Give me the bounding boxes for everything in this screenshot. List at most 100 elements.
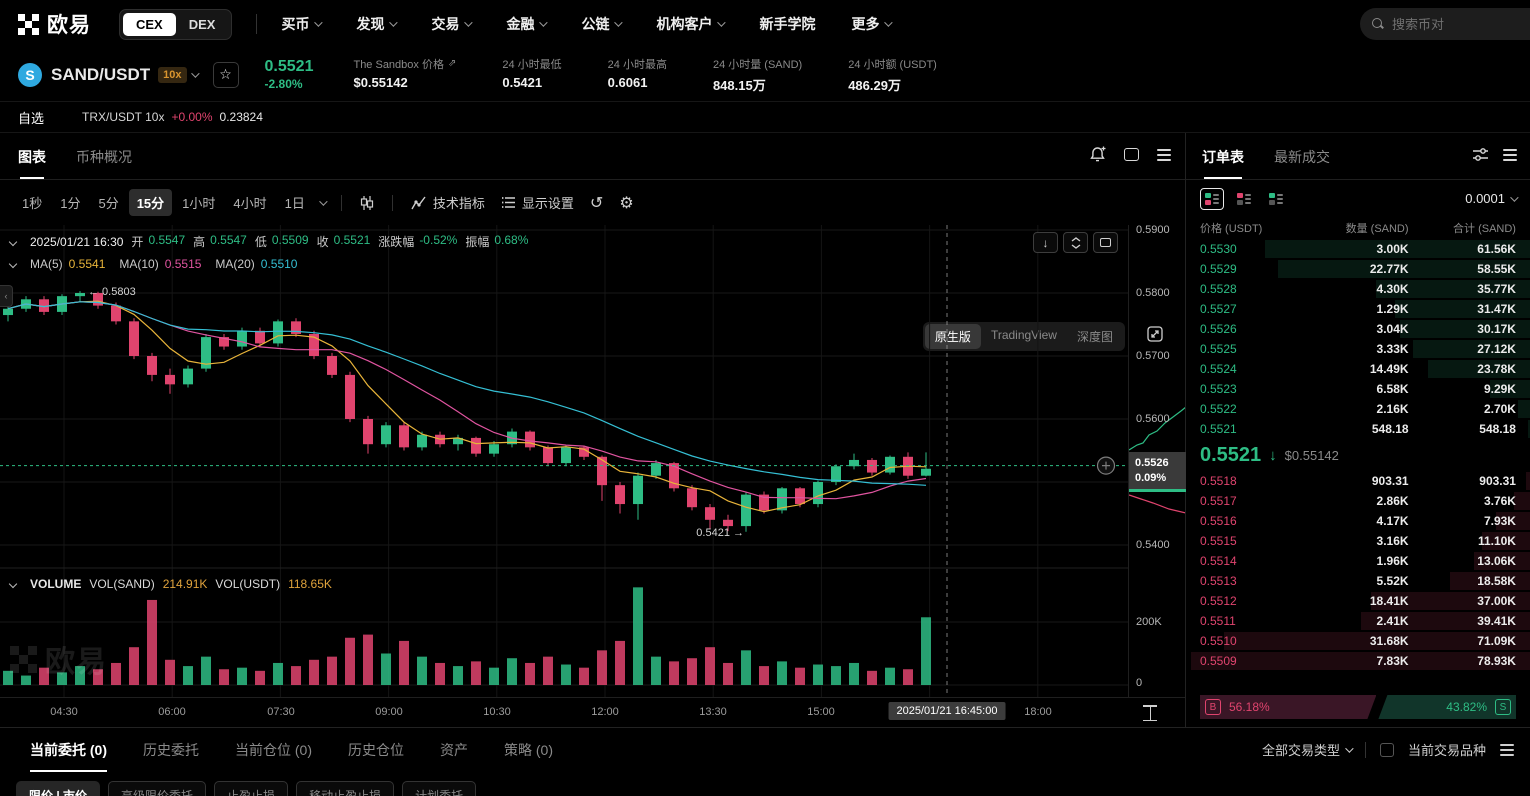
- bid-row[interactable]: 0.5510 31.68K 71.09K: [1186, 631, 1530, 651]
- maximize-icon[interactable]: [1124, 148, 1139, 161]
- timeframe-1日[interactable]: 1日: [284, 196, 305, 211]
- timeframe-1小时[interactable]: 1小时: [182, 196, 216, 211]
- bottom-tab-当前仓位 (0)[interactable]: 当前仓位 (0): [235, 742, 312, 758]
- search-input[interactable]: [1392, 16, 1522, 32]
- collapse-chevron-icon[interactable]: [8, 259, 18, 269]
- scroll-down-icon[interactable]: ↓: [1033, 232, 1058, 253]
- ask-row[interactable]: 0.5528 4.30K 35.77K: [1186, 279, 1530, 299]
- timeframe-1秒[interactable]: 1秒: [22, 196, 43, 211]
- order-price: 0.5515: [1200, 534, 1237, 548]
- measure-icon[interactable]: [1143, 705, 1157, 721]
- nav-item-6[interactable]: 新手学院: [759, 14, 815, 34]
- bid-row[interactable]: 0.5516 4.17K 7.93K: [1186, 511, 1530, 531]
- collapse-pane-icon[interactable]: [1063, 232, 1088, 253]
- ask-row[interactable]: 0.5523 6.58K 9.29K: [1186, 379, 1530, 399]
- ask-row[interactable]: 0.5527 1.29K 31.47K: [1186, 299, 1530, 319]
- order-total: 30.17K: [1477, 322, 1516, 336]
- order-type-移动止盈止损[interactable]: 移动止盈止损: [296, 781, 395, 796]
- tab-图表[interactable]: 图表: [18, 147, 46, 179]
- bid-row[interactable]: 0.5515 3.16K 11.10K: [1186, 531, 1530, 551]
- search-box[interactable]: [1360, 8, 1530, 40]
- ask-row[interactable]: 0.5526 3.04K 30.17K: [1186, 319, 1530, 339]
- timeframe-chevron-down-icon[interactable]: [319, 196, 328, 206]
- ask-row[interactable]: 0.5529 22.77K 58.55K: [1186, 259, 1530, 279]
- bid-row[interactable]: 0.5512 18.41K 37.00K: [1186, 591, 1530, 611]
- ma-value: 0.5510: [260, 257, 298, 271]
- nav-item-3[interactable]: 金融: [506, 14, 549, 34]
- bid-row[interactable]: 0.5509 7.83K 78.93K: [1186, 651, 1530, 671]
- ohlc-readout: 2025/01/21 16:30 开 0.5547 高 0.5547 低 0.5509 收 0…: [8, 233, 528, 250]
- bid-row[interactable]: 0.5513 5.52K 18.58K: [1186, 571, 1530, 591]
- bottom-tab-历史委托[interactable]: 历史委托: [143, 742, 199, 758]
- chart-panel-menu-icon[interactable]: [1157, 148, 1171, 161]
- view-mode-TradingView[interactable]: TradingView: [990, 328, 1057, 342]
- order-type-高级限价委托[interactable]: 高级限价委托: [108, 781, 207, 796]
- nav-item-2[interactable]: 交易: [431, 14, 474, 34]
- book-layout-sell-icon[interactable]: [1232, 188, 1256, 210]
- ask-row[interactable]: 0.5524 14.49K 23.78K: [1186, 359, 1530, 379]
- bid-row[interactable]: 0.5511 2.41K 39.41K: [1186, 611, 1530, 631]
- tick-size-select[interactable]: 0.0001: [1465, 191, 1519, 206]
- bottom-tab-资产[interactable]: 资产: [440, 742, 468, 758]
- pair-chevron-down-icon[interactable]: [190, 68, 200, 78]
- tab-币种概况[interactable]: 币种概况: [76, 149, 132, 165]
- alert-bell-plus-icon[interactable]: [1089, 146, 1106, 163]
- book-layout-both-icon[interactable]: [1200, 187, 1224, 210]
- dex-toggle[interactable]: DEX: [188, 16, 216, 32]
- timeframe-15分[interactable]: 15分: [128, 189, 173, 216]
- time-axis[interactable]: 2025/01/21 16:45:00 04:30 06:00 07:30 09:00…: [0, 697, 1185, 727]
- candlestick-chart[interactable]: ← 0.5803 0.5421 →: [0, 225, 1128, 697]
- nav-item-7[interactable]: 更多: [851, 14, 894, 34]
- instrument-filter-checkbox[interactable]: [1379, 742, 1394, 757]
- chart-area[interactable]: ← 0.5803 0.5421 → 2025/01/21 16:30 开 0.554…: [0, 224, 1186, 697]
- gear-icon[interactable]: ⚙: [619, 194, 634, 212]
- price-axis[interactable]: 0.5526 0.09% 0.5900 0.5800 0.5700 0.5600 0.5…: [1128, 224, 1186, 697]
- nav-item-0[interactable]: 买币: [281, 14, 324, 34]
- okx-logo[interactable]: 欧易: [18, 9, 91, 39]
- view-mode-深度图[interactable]: 深度图: [1076, 330, 1113, 344]
- timeframe-5分[interactable]: 5分: [98, 196, 119, 211]
- favorite-star-icon[interactable]: ☆: [212, 61, 239, 88]
- tab-最新成交[interactable]: 最新成交: [1274, 149, 1330, 165]
- bid-row[interactable]: 0.5514 1.96K 13.06K: [1186, 551, 1530, 571]
- ask-row[interactable]: 0.5525 3.33K 27.12K: [1186, 339, 1530, 359]
- bottom-tab-历史仓位[interactable]: 历史仓位: [348, 742, 404, 758]
- tab-订单表[interactable]: 订单表: [1202, 147, 1244, 179]
- candle-style-icon[interactable]: [354, 191, 380, 215]
- panel-collapse-handle[interactable]: ‹: [0, 285, 13, 307]
- external-link-icon[interactable]: ⇗: [447, 58, 457, 69]
- bottom-menu-icon[interactable]: [1500, 743, 1514, 756]
- collapse-chevron-icon[interactable]: [8, 237, 18, 246]
- sliders-icon[interactable]: [1472, 147, 1489, 162]
- watchlist-title[interactable]: 自选: [18, 110, 45, 126]
- nav-item-5[interactable]: 机构客户: [656, 14, 727, 34]
- order-book-menu-icon[interactable]: [1503, 148, 1517, 161]
- fullscreen-icon[interactable]: [1093, 232, 1118, 253]
- pair-symbol[interactable]: SAND/USDT: [51, 64, 151, 84]
- cex-toggle[interactable]: CEX: [123, 12, 176, 36]
- view-mode-原生版[interactable]: 原生版: [924, 324, 981, 349]
- collapse-chevron-icon[interactable]: [8, 579, 18, 589]
- mid-price-row[interactable]: 0.5521 ↓ $0.55142: [1186, 439, 1530, 471]
- display-settings-button[interactable]: 显示设置: [495, 189, 580, 216]
- ask-row[interactable]: 0.5522 2.16K 2.70K: [1186, 399, 1530, 419]
- indicators-button[interactable]: 技术指标: [405, 189, 491, 216]
- order-type-限价 | 市价[interactable]: 限价 | 市价: [16, 781, 101, 796]
- ask-row[interactable]: 0.5530 3.00K 61.56K: [1186, 239, 1530, 259]
- ticker-pair[interactable]: TRX/USDT 10x: [82, 110, 165, 124]
- expand-icon[interactable]: [1147, 326, 1163, 342]
- order-type-计划委托[interactable]: 计划委托: [402, 781, 477, 796]
- nav-item-4[interactable]: 公链: [581, 14, 624, 34]
- bottom-tab-策略 (0)[interactable]: 策略 (0): [504, 742, 553, 758]
- trade-type-select[interactable]: 全部交易类型: [1262, 740, 1354, 759]
- ask-row[interactable]: 0.5521 548.18 548.18: [1186, 419, 1530, 439]
- bottom-tab-当前委托 (0)[interactable]: 当前委托 (0): [30, 728, 107, 772]
- bid-row[interactable]: 0.5517 2.86K 3.76K: [1186, 491, 1530, 511]
- bid-row[interactable]: 0.5518 903.31 903.31: [1186, 471, 1530, 491]
- replay-icon[interactable]: ↺: [589, 194, 604, 212]
- timeframe-4小时[interactable]: 4小时: [233, 196, 267, 211]
- nav-item-1[interactable]: 发现: [356, 14, 399, 34]
- order-type-止盈止损[interactable]: 止盈止损: [214, 781, 289, 796]
- timeframe-1分[interactable]: 1分: [60, 196, 81, 211]
- book-layout-buy-icon[interactable]: [1264, 188, 1288, 210]
